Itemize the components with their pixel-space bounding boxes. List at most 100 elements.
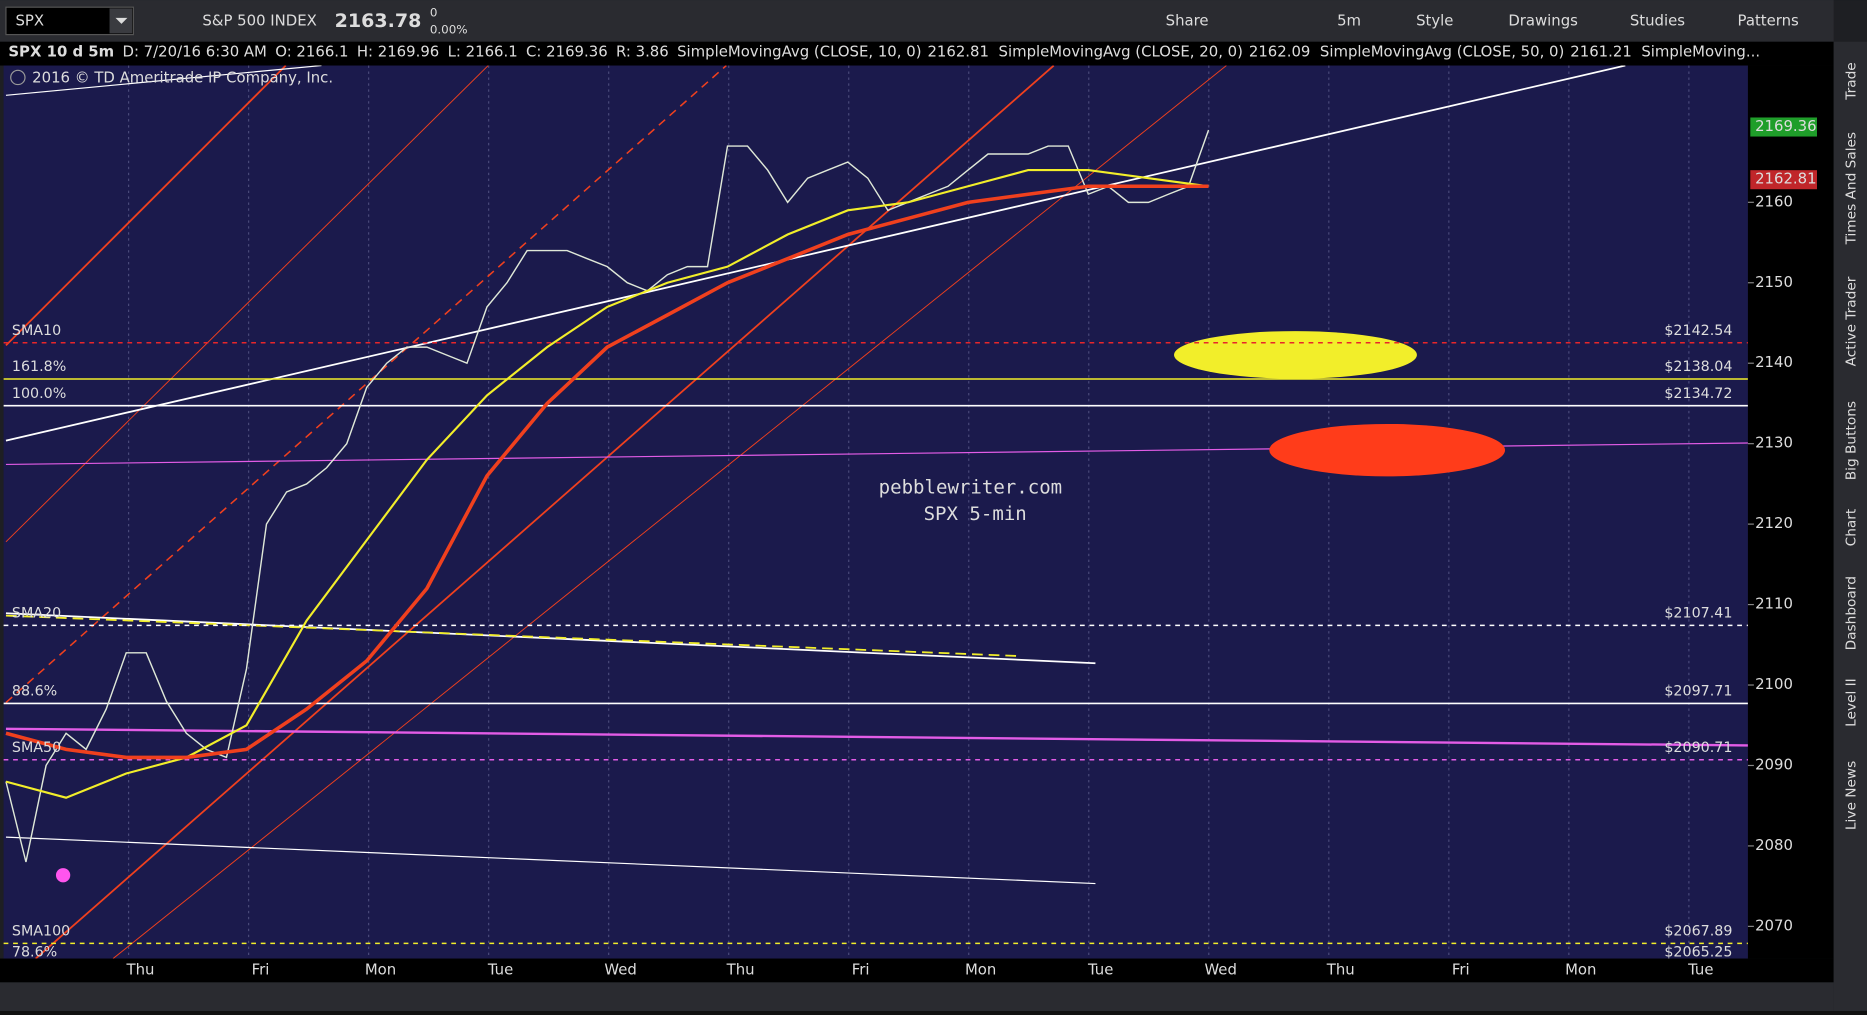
info-bar: [0, 41, 1834, 66]
x-tick-label: Wed: [1204, 960, 1236, 978]
level-price: $2142.54: [1664, 323, 1732, 339]
level-name: SMA100: [12, 923, 70, 939]
y-tick-label: 2070: [1755, 916, 1793, 934]
study-label: SimpleMoving...: [1641, 42, 1760, 60]
trend-line: [5, 614, 1021, 658]
side-tab[interactable]: Active Trader: [1844, 276, 1860, 366]
watermark: pebblewriter.com: [879, 477, 1062, 499]
channel-line: [112, 65, 1227, 959]
trend-line: [5, 65, 322, 96]
y-tick-label: 2150: [1755, 273, 1793, 291]
info-field: O: 2166.1: [275, 42, 348, 60]
level-price: $2090.71: [1664, 740, 1732, 756]
x-tick-label: Fri: [1452, 960, 1470, 978]
x-tick-label: Thu: [1326, 960, 1355, 978]
trend-line: [5, 65, 1626, 442]
x-tick-label: Fri: [252, 960, 270, 978]
trend-line: [5, 727, 1748, 747]
x-tick-label: Thu: [126, 960, 155, 978]
study-label: SimpleMovingAvg (CLOSE, 20, 0): [999, 42, 1243, 60]
level-name: 88.6%: [12, 684, 57, 700]
x-tick-label: Mon: [1565, 960, 1596, 978]
y-tick-label: 2090: [1755, 755, 1793, 773]
side-tab[interactable]: Big Buttons: [1844, 401, 1860, 480]
channel-line: [5, 65, 489, 543]
target-ellipse: [1269, 423, 1506, 477]
level-name: SMA10: [12, 323, 61, 339]
toolbar-button[interactable]: Studies: [1630, 11, 1685, 29]
x-tick-label: Wed: [604, 960, 636, 978]
level-price: $2067.89: [1664, 923, 1732, 939]
toolbar-button[interactable]: 5m: [1337, 11, 1361, 29]
study-value: 2161.21: [1570, 42, 1632, 60]
target-ellipse: [1174, 331, 1417, 379]
side-tab[interactable]: Times And Sales: [1844, 132, 1860, 246]
change-pct: 0.00%: [430, 22, 468, 36]
marker: [55, 868, 71, 883]
y-tick-label: 2120: [1755, 514, 1793, 532]
x-tick-label: Mon: [365, 960, 396, 978]
price-tag: [1750, 170, 1817, 190]
info-icon[interactable]: [10, 69, 26, 86]
price-tag-label: 2169.36: [1755, 117, 1817, 135]
toolbar-button[interactable]: Share: [1166, 11, 1209, 29]
level-name: 78.6%: [12, 945, 57, 961]
study-label: SimpleMovingAvg (CLOSE, 50, 0): [1320, 42, 1564, 60]
last-price: 2163.78: [335, 10, 422, 32]
trend-line: [5, 612, 1096, 665]
change: 0: [430, 6, 438, 20]
toolbar-button[interactable]: Patterns: [1738, 11, 1800, 29]
x-tick-label: Tue: [487, 960, 513, 978]
side-tab[interactable]: Live News: [1844, 761, 1860, 830]
copyright: 2016 © TD Ameritrade IP Company, Inc.: [32, 69, 333, 87]
level-price: $2138.04: [1664, 359, 1732, 375]
info-field: D: 7/20/16 6:30 AM: [122, 42, 266, 60]
plot-area: [3, 65, 1748, 959]
toolbar: [0, 0, 1834, 42]
toolbar-button[interactable]: Style: [1416, 11, 1453, 29]
study-value: 2162.09: [1249, 42, 1311, 60]
y-tick-label: 2160: [1755, 192, 1793, 210]
scrollbar[interactable]: [0, 982, 1834, 1011]
side-tab[interactable]: Trade: [1844, 62, 1860, 100]
y-tick-label: 2080: [1755, 836, 1793, 854]
level-name: SMA20: [12, 605, 61, 621]
x-tick-label: Tue: [1087, 960, 1113, 978]
channel-line: [35, 65, 1055, 959]
side-tab[interactable]: Level II: [1844, 678, 1860, 727]
level-price: $2097.71: [1664, 684, 1732, 700]
y-tick-label: 2140: [1755, 353, 1793, 371]
y-tick-label: 2130: [1755, 434, 1793, 452]
symbol: SPX: [15, 11, 44, 29]
level-price: $2134.72: [1664, 386, 1732, 402]
price-tag: [1750, 117, 1817, 137]
channel-line: [5, 65, 287, 346]
x-tick-label: Fri: [852, 960, 870, 978]
study-label: SimpleMovingAvg (CLOSE, 10, 0): [677, 42, 921, 60]
trend-line: [5, 836, 1096, 885]
side-tabs: [1833, 41, 1867, 1011]
dropdown-arrow: [115, 17, 128, 24]
level-price: $2065.25: [1664, 945, 1732, 961]
date-axis: [0, 958, 1834, 983]
info-field: R: 3.86: [616, 42, 669, 60]
x-tick-label: Tue: [1687, 960, 1713, 978]
info-field: C: 2169.36: [526, 42, 608, 60]
side-tab[interactable]: Dashboard: [1844, 576, 1860, 650]
toolbar-button[interactable]: Drawings: [1508, 11, 1578, 29]
x-tick-label: Mon: [965, 960, 996, 978]
moving-average: [5, 169, 1209, 799]
y-tick-label: 2110: [1755, 595, 1793, 613]
price-axis: [1747, 65, 1834, 959]
info-field: H: 2169.96: [357, 42, 439, 60]
side-tab[interactable]: Chart: [1844, 508, 1860, 546]
info-field: SPX 10 d 5m: [8, 42, 114, 60]
price-tag-label: 2162.81: [1755, 170, 1817, 188]
level-name: 161.8%: [12, 359, 66, 375]
description: S&P 500 INDEX: [202, 11, 316, 29]
x-tick-label: Thu: [726, 960, 755, 978]
y-tick-label: 2100: [1755, 675, 1793, 693]
channel-line: [5, 65, 727, 704]
moving-average: [5, 184, 1209, 760]
